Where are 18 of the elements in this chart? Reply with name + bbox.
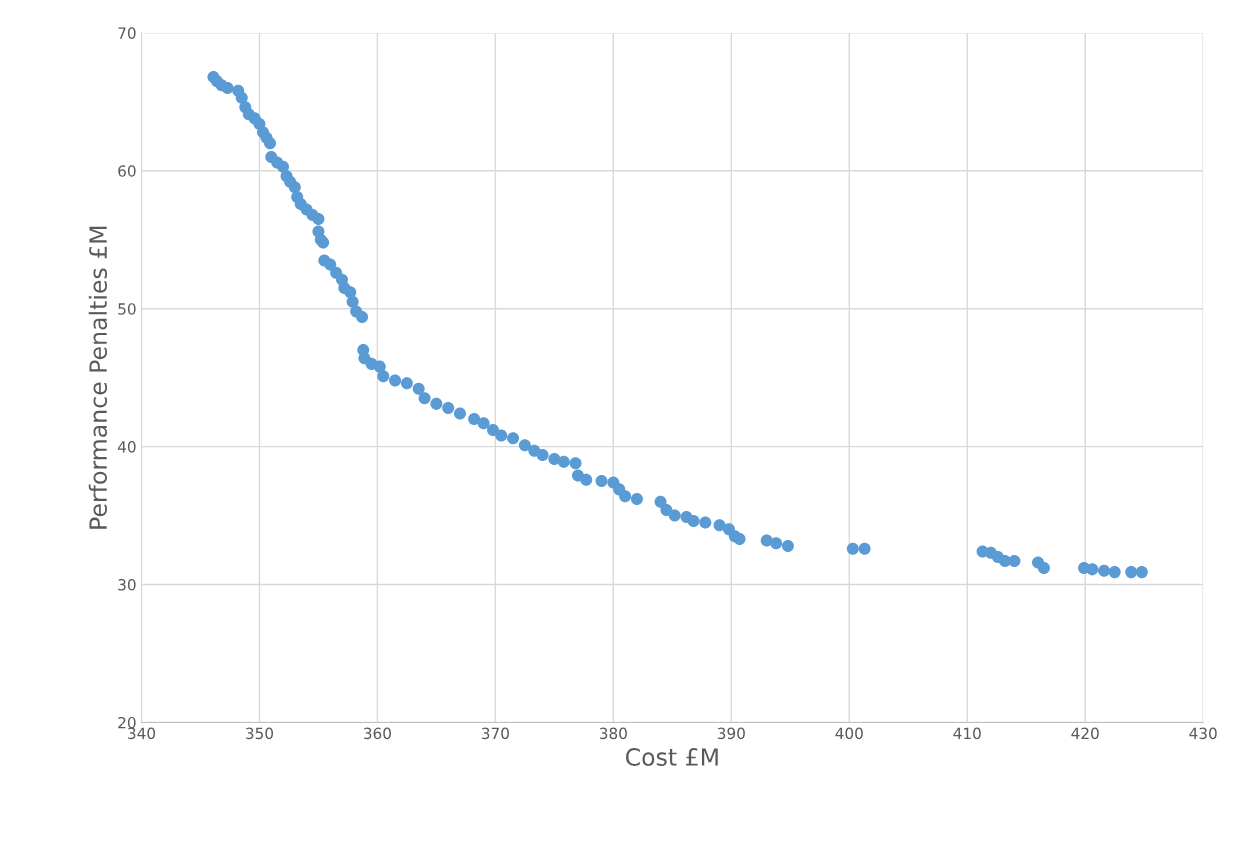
y-tick-label: 70 [118, 27, 136, 39]
x-tick-label: 350 [246, 727, 274, 740]
x-tick-label: 360 [363, 727, 391, 740]
x-tick-label: 390 [717, 727, 745, 740]
y-tick-label: 30 [118, 579, 136, 591]
y-tick-label: 60 [118, 165, 136, 177]
x-tick-label: 420 [1071, 727, 1099, 740]
x-tick-label: 430 [1189, 727, 1217, 740]
y-tick-label: 20 [118, 716, 136, 729]
x-tick-label: 340 [128, 727, 156, 740]
y-tick-label: 40 [117, 441, 136, 453]
x-tick-label: 400 [835, 727, 863, 740]
y-tick-label: 50 [118, 303, 136, 315]
x-tick-label: 370 [481, 727, 509, 740]
x-axis-title: Cost £M [625, 748, 718, 766]
x-tick-label: 410 [953, 727, 981, 740]
y-axis-title: Performance Penalties £M [88, 226, 108, 529]
x-tick-label: 380 [599, 727, 627, 740]
